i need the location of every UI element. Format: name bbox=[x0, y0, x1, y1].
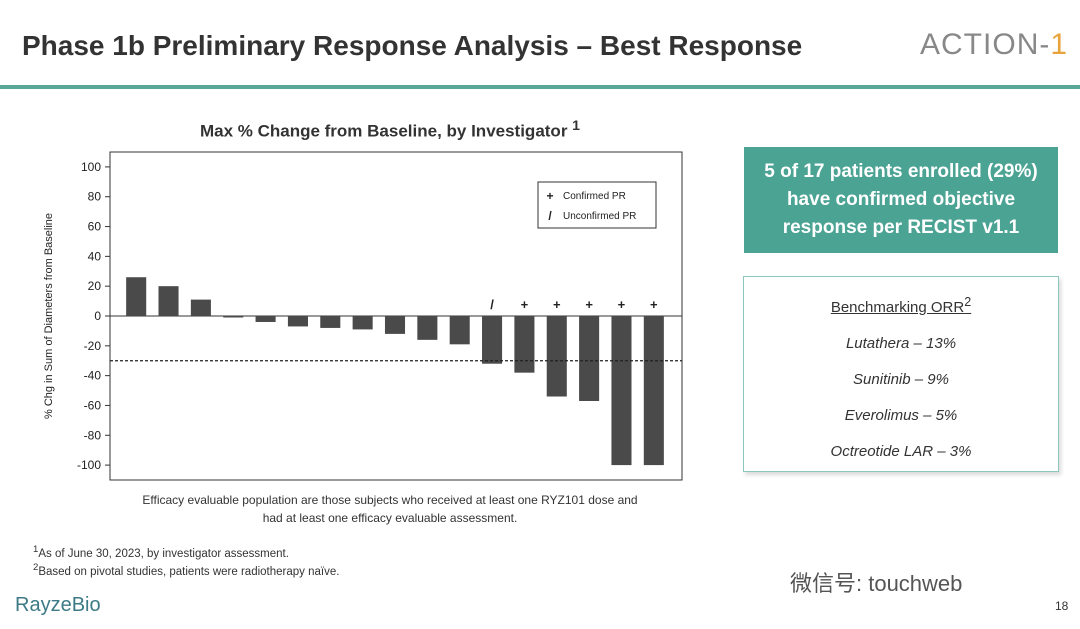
page-number: 18 bbox=[1055, 599, 1069, 613]
y-tick-label: -60 bbox=[84, 398, 102, 412]
bar bbox=[126, 277, 147, 316]
bar bbox=[482, 316, 503, 364]
waterfall-chart: 100 80 60 40 20 0 -20 -40 -60 -80 -100 % Chg in Sum… bbox=[43, 151, 683, 481]
response-marker: + bbox=[585, 297, 593, 312]
wechat-watermark: 微信号: touchweb bbox=[790, 571, 963, 596]
response-marker: / bbox=[490, 297, 494, 312]
logo-number: 1 bbox=[1050, 28, 1069, 61]
benchmark-title: Benchmarking ORR2 bbox=[744, 295, 1058, 316]
callout-line-2: have confirmed objective bbox=[786, 189, 1016, 210]
bar bbox=[158, 286, 179, 316]
benchmark-title-text: Benchmarking ORR bbox=[830, 299, 965, 316]
footnote-2: 2Based on pivotal studies, patients were… bbox=[33, 562, 339, 578]
y-tick-label: 40 bbox=[88, 249, 102, 263]
header-divider bbox=[0, 85, 1080, 89]
legend-label: Unconfirmed PR bbox=[563, 211, 636, 222]
chart-title-text: Max % Change from Baseline, by Investiga… bbox=[199, 121, 568, 141]
chart-title-footnote: 1 bbox=[572, 118, 581, 134]
caption-line-2: had at least one efficacy evaluable asse… bbox=[262, 511, 518, 525]
bar bbox=[514, 316, 535, 373]
footnote-2-marker: 2 bbox=[33, 562, 39, 573]
benchmark-orr-box: Benchmarking ORR2 Lutathera – 13% Suniti… bbox=[743, 276, 1059, 472]
bar bbox=[287, 316, 308, 327]
bar bbox=[546, 316, 567, 397]
response-marker: + bbox=[650, 297, 658, 312]
page-title: Phase 1b Preliminary Response Analysis –… bbox=[22, 30, 803, 61]
chart-title: Max % Change from Baseline, by Investiga… bbox=[120, 118, 660, 142]
callout-line-3: response per RECIST v1.1 bbox=[782, 217, 1020, 238]
y-tick-label: -100 bbox=[77, 458, 101, 472]
bar bbox=[190, 299, 211, 316]
y-tick-label: -80 bbox=[84, 428, 102, 442]
footnote-1-marker: 1 bbox=[33, 544, 39, 555]
y-axis-label: % Chg in Sum of Diameters from Baseline bbox=[43, 213, 55, 419]
benchmark-item: Everolimus – 5% bbox=[844, 407, 958, 424]
legend-box bbox=[537, 181, 657, 229]
y-tick-label: -20 bbox=[84, 339, 102, 353]
bar bbox=[611, 316, 632, 466]
legend-label: Confirmed PR bbox=[563, 191, 626, 202]
legend-symbol: / bbox=[548, 209, 552, 223]
y-tick-label: 100 bbox=[81, 160, 101, 174]
y-tick-label: 20 bbox=[88, 279, 102, 293]
bar bbox=[352, 316, 373, 330]
bar bbox=[579, 316, 600, 401]
bar bbox=[417, 316, 438, 340]
benchmark-item: Lutathera – 13% bbox=[845, 335, 957, 352]
action-1-logo: ACTION-1 bbox=[920, 28, 1068, 62]
rayzebio-logo: RayzeBio bbox=[15, 594, 101, 616]
bar bbox=[384, 316, 406, 334]
logo-text-right: N- bbox=[1016, 28, 1051, 61]
caption-line-1: Efficacy evaluable population are those … bbox=[142, 493, 638, 507]
footnote-1: 1As of June 30, 2023, by investigator as… bbox=[33, 544, 289, 560]
benchmark-item: Sunitinib – 9% bbox=[853, 371, 949, 388]
response-callout: 5 of 17 patients enrolled (29%) have con… bbox=[744, 147, 1058, 253]
logo-text-mid: O bbox=[992, 28, 1017, 61]
footnote-2-text: Based on pivotal studies, patients were … bbox=[38, 565, 340, 578]
bar bbox=[223, 316, 244, 318]
bar bbox=[643, 316, 664, 466]
y-tick-label: 60 bbox=[88, 220, 102, 234]
benchmark-item: Octreotide LAR – 3% bbox=[830, 443, 972, 460]
legend-symbol: + bbox=[546, 189, 553, 203]
y-tick-label: -40 bbox=[84, 369, 102, 383]
y-tick-label: 0 bbox=[94, 309, 101, 323]
bar bbox=[449, 316, 470, 345]
logo-text-left: ACTI bbox=[920, 28, 993, 61]
chart-caption: Efficacy evaluable population are those … bbox=[110, 491, 670, 527]
benchmark-title-footnote: 2 bbox=[964, 295, 972, 309]
response-marker: + bbox=[553, 297, 561, 312]
bar bbox=[255, 316, 276, 322]
footnote-1-text: As of June 30, 2023, by investigator ass… bbox=[38, 547, 289, 560]
y-tick-label: 80 bbox=[88, 190, 102, 204]
callout-line-1: 5 of 17 patients enrolled (29%) bbox=[764, 161, 1038, 182]
response-marker: + bbox=[618, 297, 626, 312]
bar bbox=[320, 316, 341, 328]
response-marker: + bbox=[521, 297, 529, 312]
